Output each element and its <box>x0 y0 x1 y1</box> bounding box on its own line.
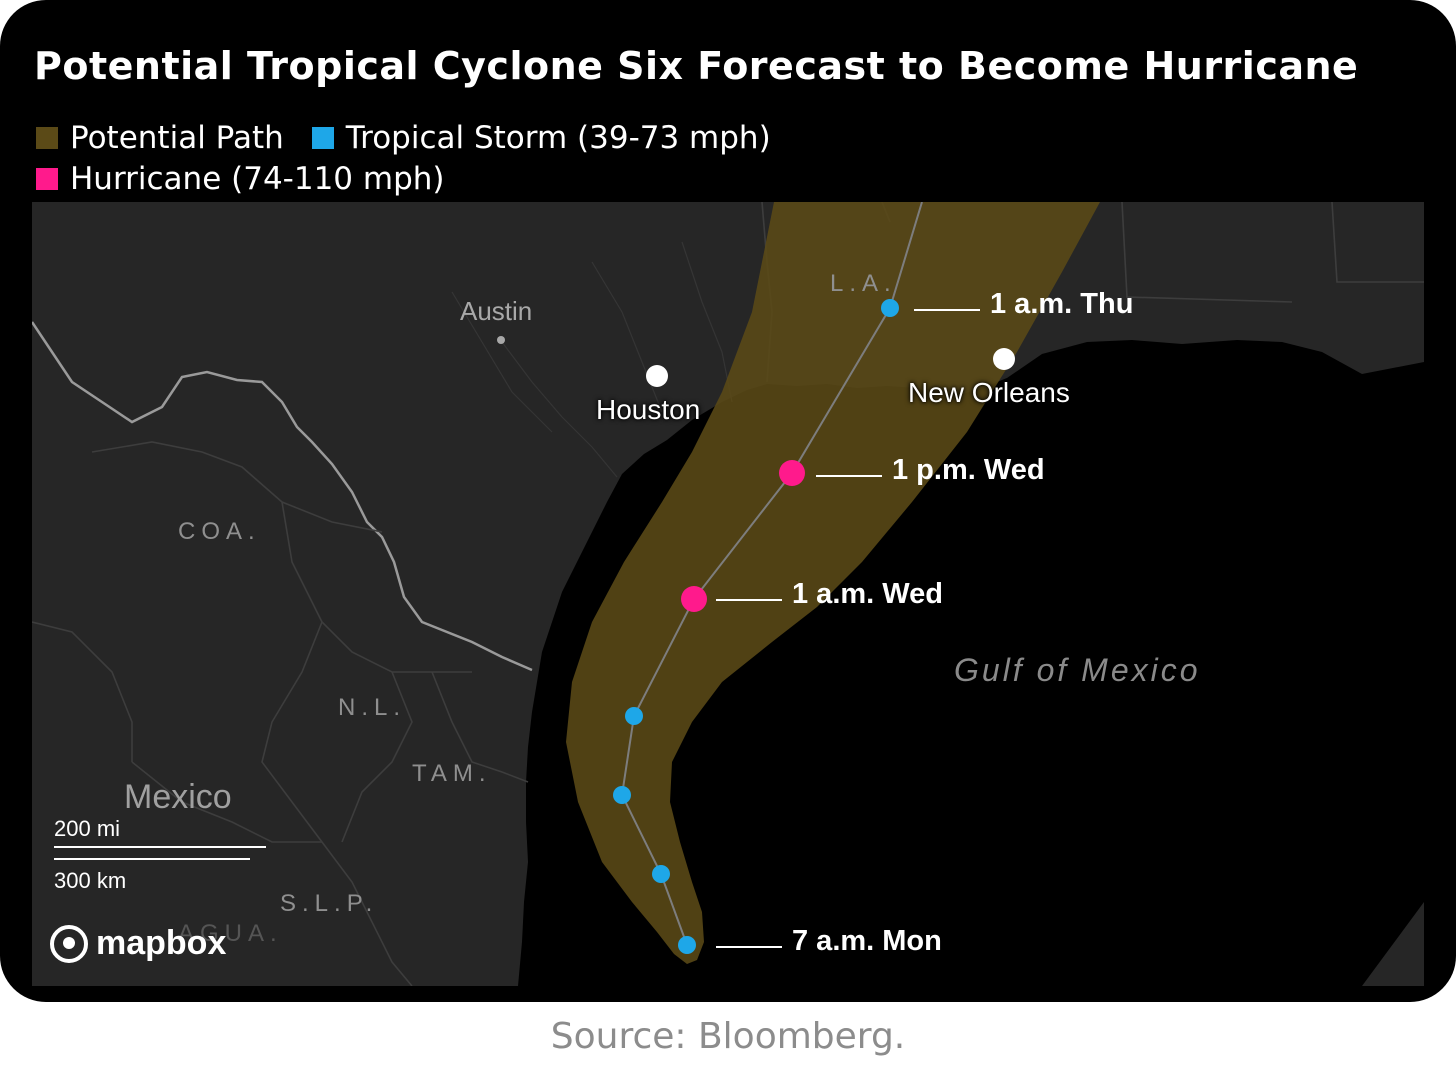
forecast-point-1am-thu[interactable] <box>881 299 899 317</box>
city-marker-houston[interactable] <box>646 365 668 387</box>
legend-swatch-potential-path <box>36 127 58 149</box>
forecast-point-2[interactable] <box>652 865 670 883</box>
legend-row-1: Potential Path Tropical Storm (39-73 mph… <box>36 118 799 158</box>
forecast-track <box>620 202 923 946</box>
forecast-point-4[interactable] <box>625 707 643 725</box>
time-label-1am-thu: 1 a.m. Thu <box>990 288 1134 320</box>
map-panel[interactable]: Austin Houston New Orleans L.A. COA. N.L… <box>32 202 1424 986</box>
legend-label-tropical-storm: Tropical Storm (39-73 mph) <box>345 120 771 156</box>
state-boundaries <box>32 202 1424 986</box>
water-label-gulf: Gulf of Mexico <box>954 652 1201 688</box>
legend-item-hurricane: Hurricane (74-110 mph) <box>36 161 445 197</box>
time-label-1am-wed: 1 a.m. Wed <box>792 578 943 610</box>
legend-row-2: Hurricane (74-110 mph) <box>36 159 473 199</box>
chart-title: Potential Tropical Cyclone Six Forecast … <box>34 44 1359 88</box>
city-label-new-orleans: New Orleans <box>908 377 1070 408</box>
city-marker-austin[interactable] <box>497 336 505 344</box>
forecast-point-7am-mon[interactable] <box>678 936 696 954</box>
forecast-point-1pm-wed[interactable] <box>779 460 805 486</box>
rio-grande-border <box>32 321 533 672</box>
city-label-austin: Austin <box>460 296 533 326</box>
region-label-tam: TAM. <box>412 760 492 787</box>
legend-item-tropical-storm: Tropical Storm (39-73 mph) <box>311 120 771 156</box>
region-label-nl: N.L. <box>338 694 407 721</box>
region-label-agua: AGUA. <box>178 920 283 947</box>
forecast-point-1am-wed[interactable] <box>681 586 707 612</box>
city-label-houston: Houston <box>596 394 701 425</box>
region-label-la: L.A. <box>830 270 897 297</box>
region-label-coa: COA. <box>178 518 261 545</box>
time-label-7am-mon: 7 a.m. Mon <box>792 925 942 957</box>
city-marker-new-orleans[interactable] <box>993 348 1015 370</box>
land-mass <box>32 202 1424 986</box>
time-label-1pm-wed: 1 p.m. Wed <box>892 454 1045 486</box>
source-caption: Source: Bloomberg. <box>550 1016 906 1057</box>
leader-lines <box>716 309 980 948</box>
mapbox-logo-icon <box>50 924 88 963</box>
legend-label-hurricane: Hurricane (74-110 mph) <box>70 161 445 197</box>
mapbox-attribution[interactable]: mapbox <box>50 924 226 963</box>
legend-swatch-hurricane <box>36 168 58 190</box>
land-mass-southeast <box>1362 902 1424 986</box>
map-svg <box>32 202 1424 986</box>
region-label-slp: S.L.P. <box>280 890 379 917</box>
country-label-mexico: Mexico <box>124 778 232 816</box>
forecast-point-3[interactable] <box>613 786 631 804</box>
mapbox-wordmark: mapbox <box>96 924 227 962</box>
map-card: Potential Tropical Cyclone Six Forecast … <box>0 0 1456 1002</box>
scale-label-miles: 200 mi <box>54 816 121 841</box>
rivers <box>451 241 733 478</box>
legend-swatch-tropical-storm <box>311 127 334 149</box>
legend-item-potential-path: Potential Path <box>36 120 284 156</box>
potential-path-cone <box>566 202 1100 964</box>
scale-label-km: 300 km <box>54 868 127 893</box>
legend-label-potential-path: Potential Path <box>70 120 284 156</box>
